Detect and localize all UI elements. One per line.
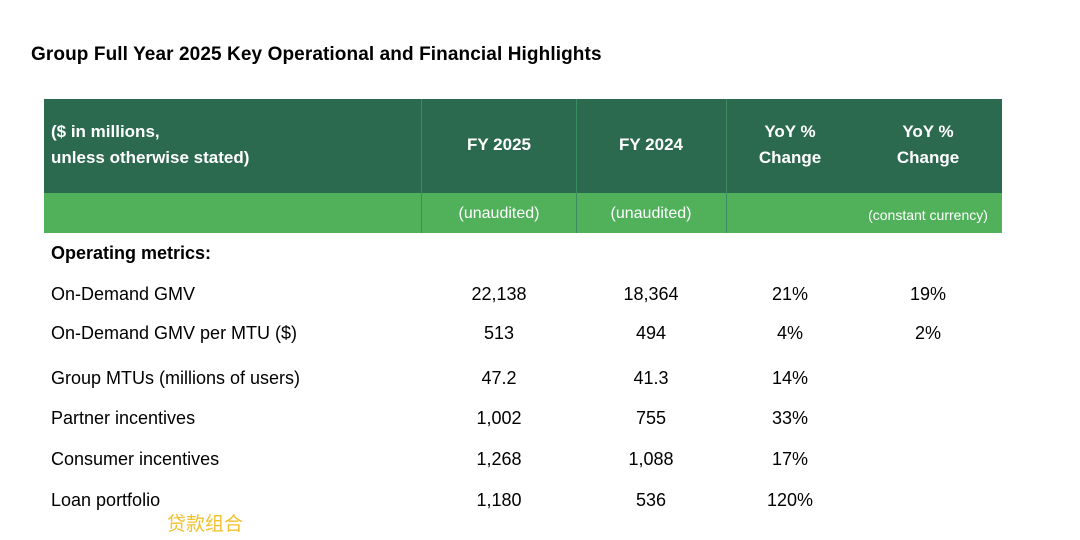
header-yoy-cc: YoY % Change xyxy=(853,119,1003,171)
header-fy2025: FY 2025 xyxy=(467,135,531,154)
header-label-line1: ($ in millions, xyxy=(51,122,160,141)
header-yoy-cc-line1: YoY % xyxy=(902,122,954,141)
table-row: Partner incentives 1,002 755 33% xyxy=(0,408,1080,432)
row-label: On-Demand GMV xyxy=(51,284,196,304)
table-subheader xyxy=(44,193,1002,233)
chinese-annotation: 贷款组合 xyxy=(167,514,244,535)
cell-fy2024: 41.3 xyxy=(633,368,669,388)
cell-yoy: 21% xyxy=(771,284,809,304)
cell-fy2025: 47.2 xyxy=(481,368,517,388)
row-label: On-Demand GMV per MTU ($) xyxy=(51,323,298,343)
cell-yoy: 120% xyxy=(766,490,814,510)
cell-fy2025: 22,138 xyxy=(471,284,527,304)
cell-fy2024: 1,088 xyxy=(628,449,674,469)
subheader-fy2025: (unaudited) xyxy=(458,205,540,222)
column-divider xyxy=(726,99,727,233)
cell-yoy: 17% xyxy=(771,449,809,469)
table-row: On-Demand GMV 22,138 18,364 21% 19% xyxy=(0,284,1080,308)
cell-fy2025: 1,180 xyxy=(476,490,522,510)
cell-fy2024: 536 xyxy=(635,490,667,510)
cell-fy2024: 755 xyxy=(635,408,667,428)
section-label: Operating metrics: xyxy=(51,243,212,263)
cell-yoy: 4% xyxy=(776,323,803,343)
cell-yoy: 14% xyxy=(771,368,809,388)
row-label: Consumer incentives xyxy=(51,449,220,469)
cell-fy2024: 494 xyxy=(635,323,667,343)
table-row: Loan portfolio 1,180 536 120% xyxy=(0,490,1080,514)
page-title: Group Full Year 2025 Key Operational and… xyxy=(31,44,602,65)
column-divider xyxy=(576,99,577,233)
table-header xyxy=(44,99,1002,193)
table-row: Group MTUs (millions of users) 47.2 41.3… xyxy=(0,368,1080,392)
table-row: Consumer incentives 1,268 1,088 17% xyxy=(0,449,1080,473)
header-yoy-line1: YoY % xyxy=(764,122,816,141)
cell-yoy-cc: 19% xyxy=(909,284,947,304)
header-yoy-line2: Change xyxy=(758,148,822,167)
column-divider xyxy=(421,99,422,233)
subheader-fy2024: (unaudited) xyxy=(610,205,692,222)
cell-fy2025: 513 xyxy=(483,323,515,343)
cell-yoy: 33% xyxy=(771,408,809,428)
row-label: Loan portfolio xyxy=(51,490,161,510)
cell-fy2024: 18,364 xyxy=(623,284,679,304)
header-label-line2: unless otherwise stated) xyxy=(51,148,250,167)
cell-fy2025: 1,268 xyxy=(476,449,522,469)
table-row: On-Demand GMV per MTU ($) 513 494 4% 2% xyxy=(0,323,1080,347)
header-yoy-cc-line2: Change xyxy=(896,148,960,167)
header-yoy: YoY % Change xyxy=(715,119,865,171)
subheader-yoy-cc: (constant currency) xyxy=(868,207,988,223)
cell-fy2025: 1,002 xyxy=(476,408,522,428)
row-label: Partner incentives xyxy=(51,408,196,428)
row-label: Group MTUs (millions of users) xyxy=(51,368,301,388)
cell-yoy-cc: 2% xyxy=(914,323,941,343)
header-fy2024: FY 2024 xyxy=(619,135,683,154)
header-label-cell: ($ in millions, unless otherwise stated) xyxy=(51,119,249,171)
